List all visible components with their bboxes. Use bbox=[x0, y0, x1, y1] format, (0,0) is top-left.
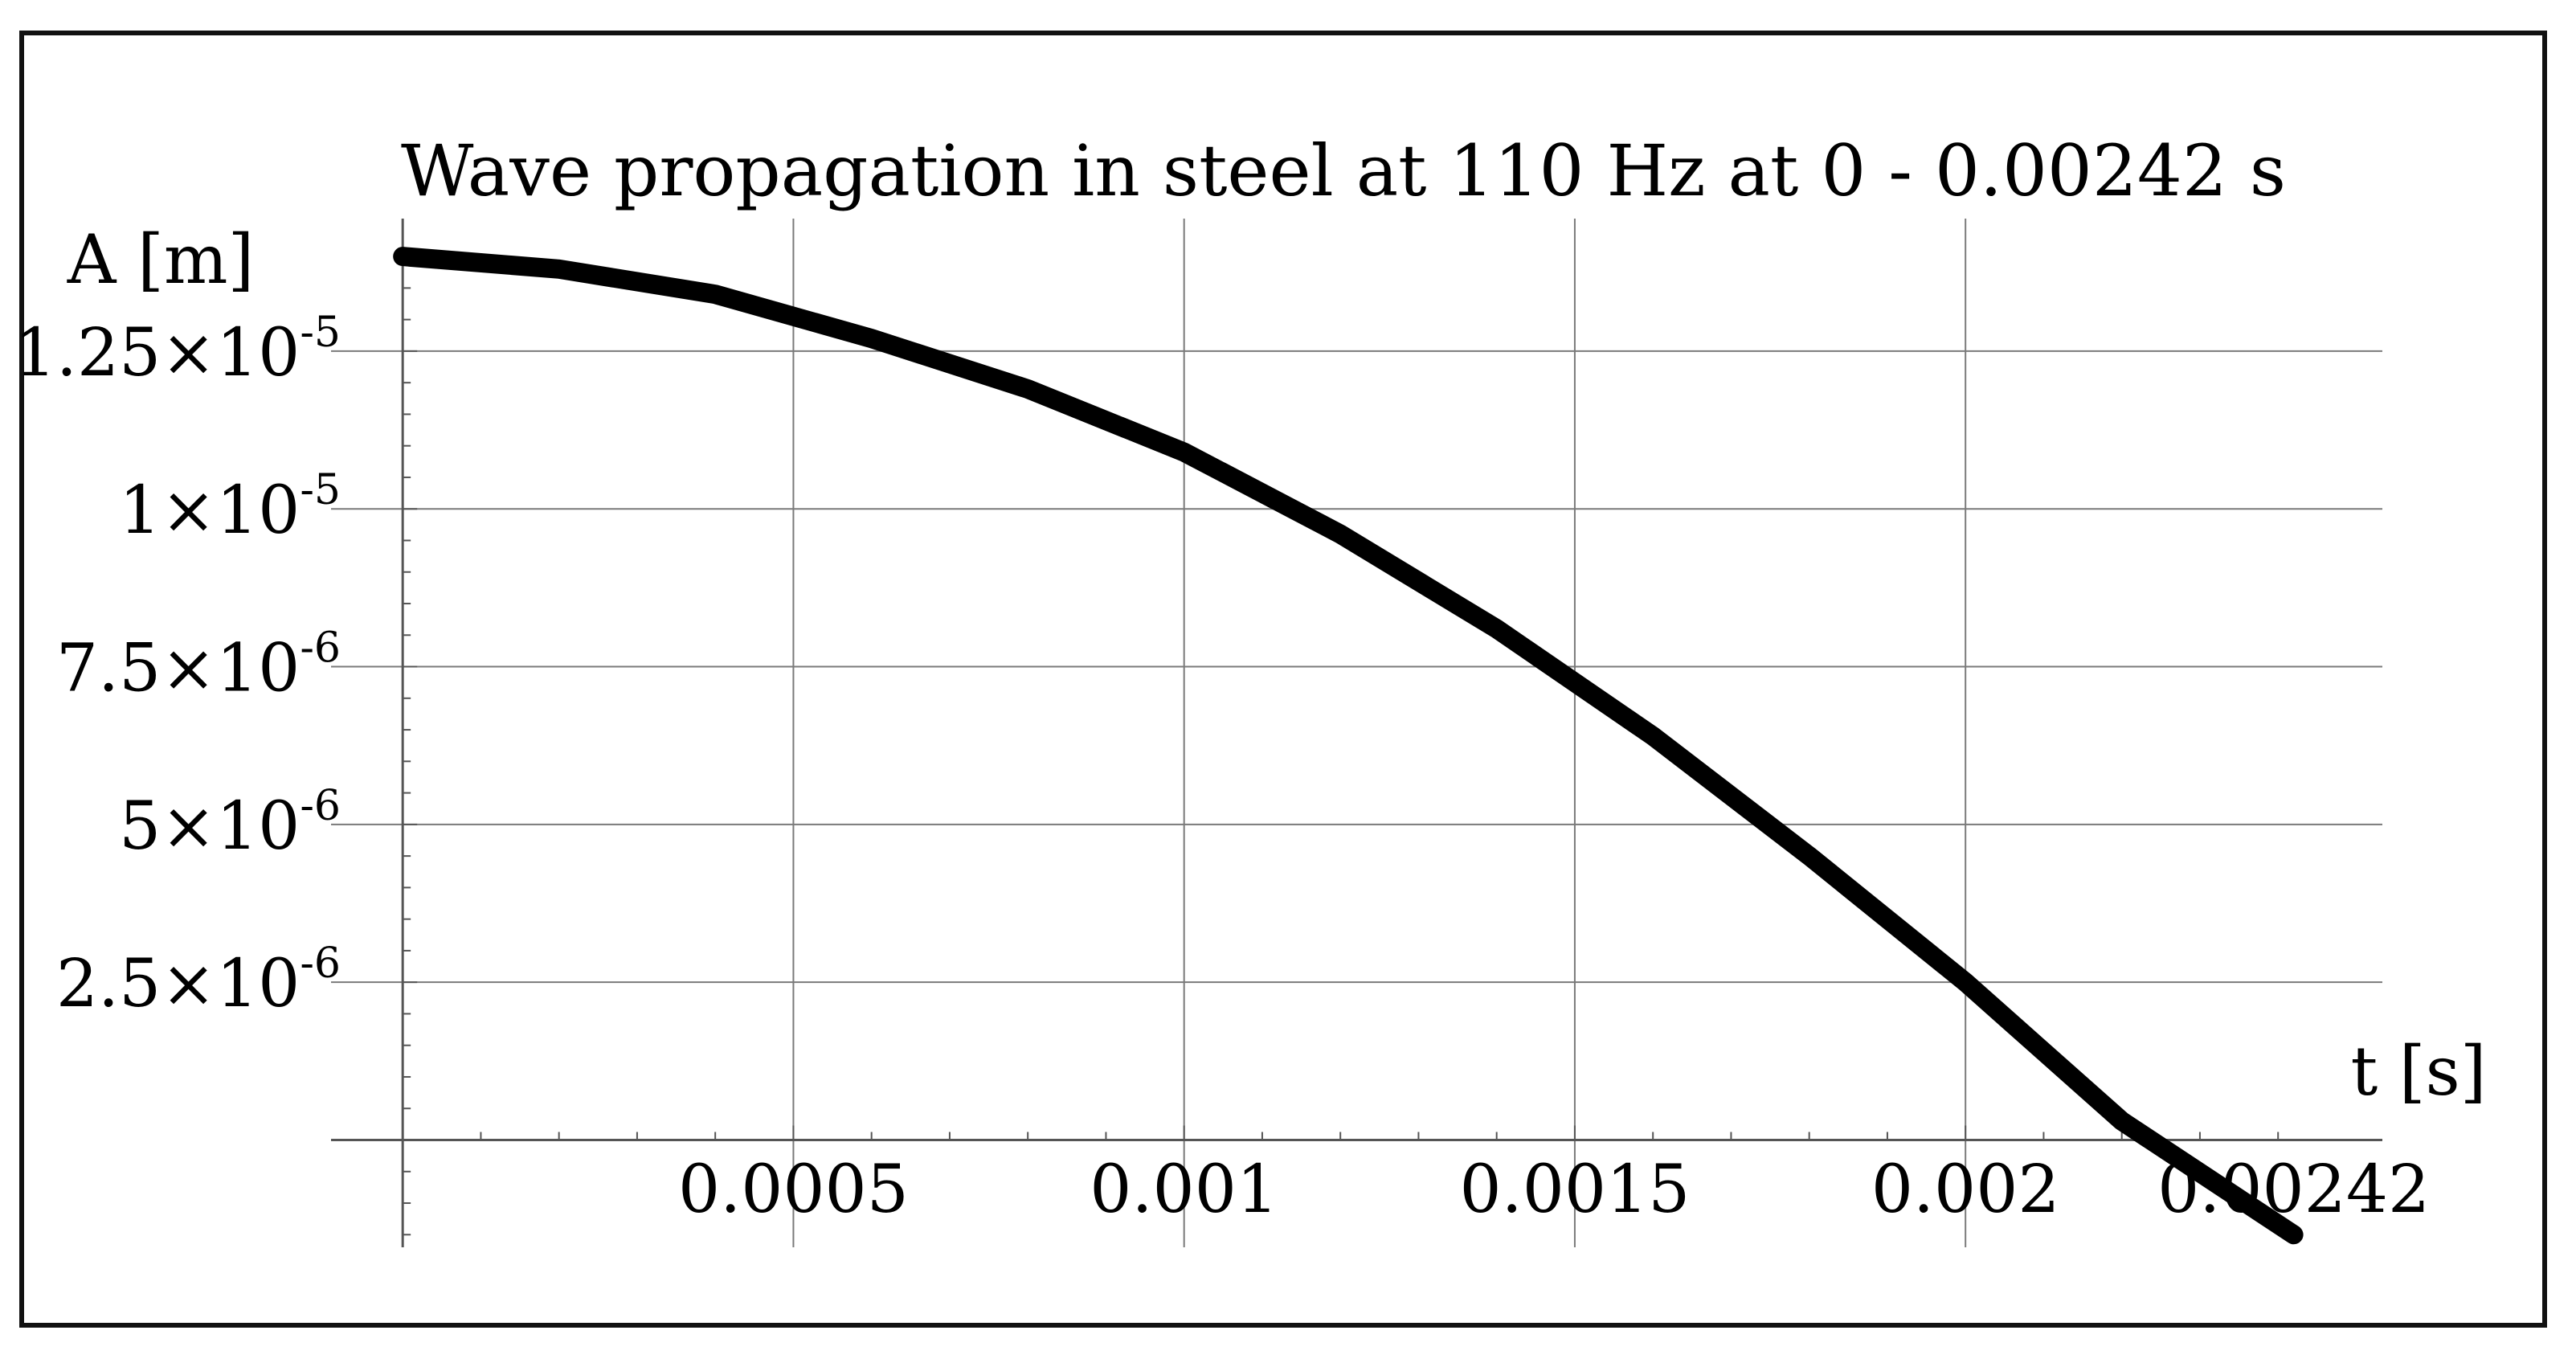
y-tick-mantissa: 1.25×10 bbox=[14, 315, 301, 391]
y-tick-label: 5×10-6 bbox=[119, 782, 341, 865]
y-tick-mantissa: 5×10 bbox=[119, 788, 300, 865]
y-tick-label: 1×10-5 bbox=[119, 466, 341, 549]
x-axis-label: t [s] bbox=[2350, 1032, 2486, 1111]
tick-marks bbox=[403, 256, 2280, 1236]
chart-frame bbox=[19, 31, 2547, 1328]
chart-title: Wave propagation in steel at 110 Hz at 0… bbox=[401, 129, 2286, 212]
x-tick-label: 0.001 bbox=[1090, 1152, 1278, 1228]
data-point bbox=[1650, 733, 1656, 739]
y-tick-mantissa: 2.5×10 bbox=[56, 946, 300, 1022]
x-tick-labels: 0.0005 0.001 0.0015 0.002 0.00242 bbox=[678, 1152, 2430, 1228]
series-layer bbox=[393, 247, 2304, 1245]
data-point bbox=[869, 336, 874, 342]
y-tick-exponent: -5 bbox=[300, 466, 341, 514]
data-point bbox=[1338, 531, 1343, 537]
data-point bbox=[2119, 1118, 2124, 1124]
x-tick-label: 0.002 bbox=[1871, 1152, 2060, 1228]
y-tick-mantissa: 1×10 bbox=[119, 473, 300, 549]
data-point bbox=[1806, 853, 1812, 859]
data-point bbox=[400, 254, 406, 260]
y-tick-label: 2.5×10-6 bbox=[56, 939, 341, 1022]
series-line bbox=[393, 247, 2304, 1245]
y-gridlines bbox=[331, 350, 2382, 984]
y-tick-labels: 1.25×10-51×10-57.5×10-65×10-62.5×10-6 bbox=[14, 309, 341, 1022]
x-tick-label: 0.0005 bbox=[678, 1152, 909, 1228]
y-tick-exponent: -6 bbox=[300, 624, 341, 673]
data-point bbox=[1181, 449, 1187, 455]
y-tick-exponent: -6 bbox=[300, 939, 341, 988]
data-point bbox=[1025, 387, 1031, 392]
y-tick-exponent: -5 bbox=[300, 309, 341, 357]
y-tick-label: 7.5×10-6 bbox=[56, 624, 341, 707]
axes bbox=[331, 219, 2382, 1247]
x-tick-label: 0.0015 bbox=[1459, 1152, 1690, 1228]
data-point bbox=[1963, 980, 1969, 985]
y-tick-exponent: -6 bbox=[300, 782, 341, 830]
data-point bbox=[556, 266, 562, 272]
x-tick-label: 0.00242 bbox=[2157, 1152, 2430, 1228]
x-gridlines bbox=[792, 219, 1967, 1247]
y-tick-label: 1.25×10-5 bbox=[14, 309, 341, 391]
y-axis-label: A [m] bbox=[67, 220, 255, 299]
y-tick-mantissa: 7.5×10 bbox=[56, 631, 300, 707]
data-point bbox=[2291, 1232, 2296, 1238]
data-point bbox=[713, 292, 718, 297]
data-point bbox=[1494, 626, 1499, 632]
